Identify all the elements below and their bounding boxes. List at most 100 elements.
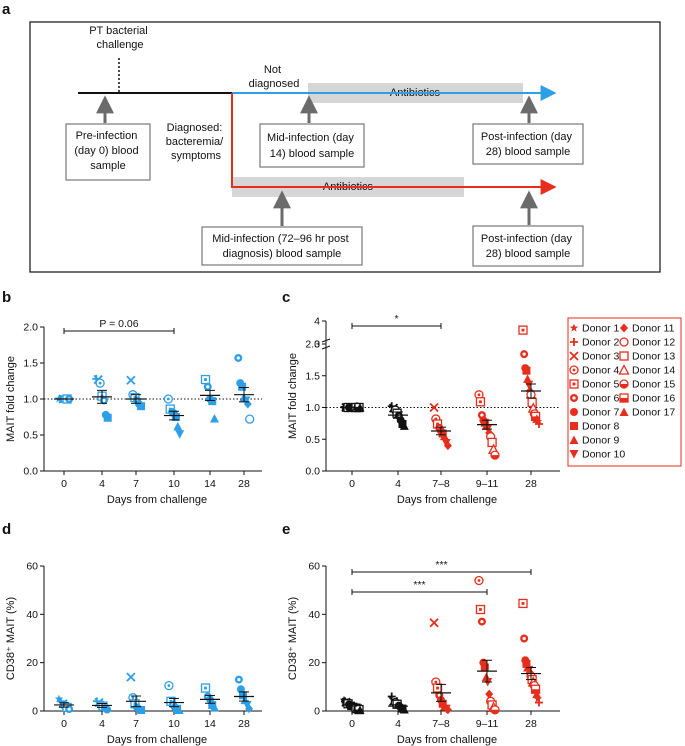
legend-marker	[619, 379, 629, 389]
data-point	[520, 634, 529, 643]
legend-marker	[618, 364, 630, 375]
panel-e-letter: e	[282, 521, 290, 538]
legend-label: Donor 4	[582, 365, 620, 377]
data-point	[438, 429, 447, 438]
challenge-label: PT bacterial challenge	[89, 25, 151, 51]
data-point	[485, 689, 494, 699]
y-tick-label: 0.0	[23, 466, 38, 478]
data-point	[429, 402, 439, 413]
significance-bracket	[351, 323, 442, 329]
panel-d-letter: d	[2, 521, 11, 538]
x-tick-label: 28	[525, 478, 537, 490]
x-tick-label: 10	[168, 718, 180, 730]
y-tick-label: 1.5	[305, 370, 320, 382]
data-point	[200, 374, 211, 385]
data-point	[524, 380, 534, 390]
data-point	[443, 705, 452, 715]
data-point	[238, 382, 247, 391]
legend-item: Donor 12	[619, 337, 675, 349]
y-axis-title: MAIT fold change	[287, 353, 299, 439]
box-pre-infection	[65, 123, 151, 181]
y-tick-label: 60	[308, 561, 320, 573]
data-point	[234, 675, 243, 684]
x-tick-label: 14	[204, 478, 216, 490]
box-post-day28-top	[472, 123, 584, 165]
x-tick-label: 28	[525, 718, 537, 730]
legend-label: Donor 1	[582, 323, 620, 335]
legend-label: Donor 15	[632, 379, 675, 391]
y-tick-label: 3	[314, 339, 320, 351]
x-axis-title: Days from challenge	[397, 734, 497, 746]
legend-label: Donor 7	[582, 407, 620, 419]
x-tick-label: 7–8	[432, 718, 450, 730]
legend-label: Donor 2	[582, 337, 620, 349]
data-point	[532, 689, 542, 699]
y-tick-label: 40	[308, 609, 320, 621]
timeline-diagnosed	[231, 93, 557, 195]
box-mid-72-96hr	[201, 226, 363, 266]
data-point	[520, 350, 529, 359]
data-point	[126, 672, 136, 682]
legend-label: Donor 17	[632, 407, 675, 419]
diagnosed-label: Diagnosed: bacteremia/ symptoms	[166, 122, 227, 162]
legend-label: Donor 10	[582, 449, 625, 461]
data-point	[475, 397, 486, 407]
box-pre-infection-text: Pre-infection (day 0) blood sample	[74, 130, 141, 172]
legend-item: Donor 16	[619, 393, 675, 405]
x-tick-label: 4	[395, 478, 401, 490]
legend-marker	[619, 393, 629, 403]
legend-label: Donor 13	[632, 351, 675, 363]
data-point	[173, 704, 182, 713]
significance-bracket	[63, 328, 175, 334]
significance-bracket	[351, 569, 532, 575]
legend-item: Donor 10	[569, 449, 625, 461]
x-tick-label: 4	[99, 478, 105, 490]
data-point	[245, 414, 255, 424]
legend-item: Donor 9	[569, 435, 620, 447]
legend-item: Donor 8	[570, 421, 620, 433]
legend-item: Donor 2	[570, 337, 620, 349]
legend-marker	[569, 435, 579, 444]
data-point	[439, 431, 449, 441]
box-post-day28-bottom-text: Post-infection (day 28) blood sample	[481, 233, 575, 260]
box-mid-day14	[259, 123, 365, 168]
y-tick-label: 60	[26, 561, 38, 573]
data-point	[137, 706, 146, 715]
data-point	[429, 618, 439, 628]
data-point	[399, 705, 409, 714]
y-tick-label: 0.5	[305, 434, 320, 446]
legend-marker	[619, 337, 629, 347]
data-point	[399, 421, 409, 430]
not-diagnosed-label: Not diagnosed	[249, 64, 300, 90]
legend-item: Donor 1	[569, 323, 620, 335]
donor-legend: Donor 1 Donor 2 Donor 3 Donor 4 Donor 5 Donor…	[567, 317, 682, 467]
data-point	[210, 413, 219, 423]
data-point	[174, 705, 184, 715]
significance-label: ***	[413, 579, 425, 591]
data-point	[65, 705, 74, 714]
y-axis-break	[321, 338, 331, 350]
data-point	[533, 694, 542, 703]
data-point	[208, 700, 217, 709]
y-tick-label: 40	[26, 609, 38, 621]
data-point	[480, 663, 489, 672]
data-point	[474, 575, 484, 586]
chart-c-mait-fold-change: 0.0 0.5 1.0 1.5 2.03 4 0 4 7–8 9–11 28 Days from ch…	[287, 313, 560, 506]
legend-marker	[569, 379, 579, 389]
legend-marker	[619, 351, 629, 361]
y-tick-label: 1.5	[23, 358, 38, 370]
data-point	[490, 450, 500, 460]
legend-label: Donor 12	[632, 337, 675, 349]
panel-c-letter: c	[282, 289, 290, 306]
data-point	[522, 659, 531, 668]
data-point	[533, 417, 542, 425]
y-tick-label: 0.0	[305, 466, 320, 478]
x-tick-label: 10	[168, 478, 180, 490]
x-tick-label: 0	[349, 718, 355, 730]
legend-item: Donor 17	[619, 407, 675, 419]
y-tick-label: 4	[314, 316, 320, 328]
x-axis-title: Days from challenge	[107, 494, 207, 506]
data-point	[443, 441, 452, 451]
data-point	[490, 705, 500, 715]
data-point	[432, 683, 443, 693]
